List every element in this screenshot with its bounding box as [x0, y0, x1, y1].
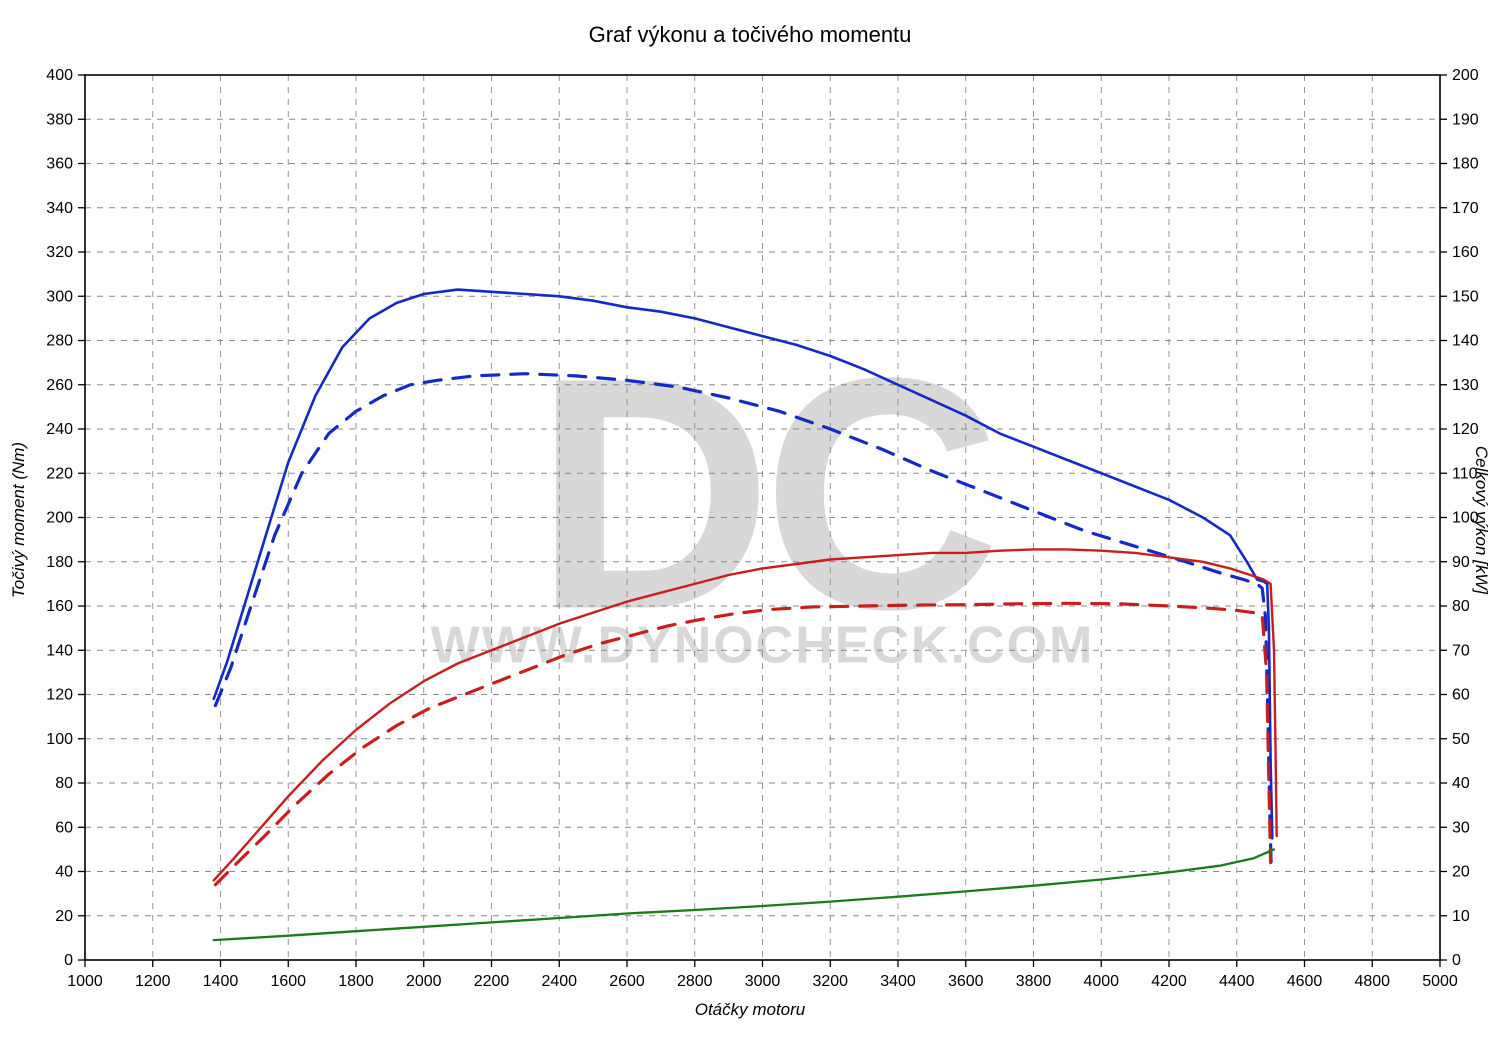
- x-tick-label: 3200: [812, 973, 848, 990]
- y-right-tick-label: 60: [1452, 687, 1470, 704]
- y-right-tick-label: 120: [1452, 421, 1479, 438]
- y-left-tick-label: 100: [46, 731, 73, 748]
- y-right-tick-label: 150: [1452, 288, 1479, 305]
- x-tick-label: 1200: [135, 973, 171, 990]
- x-tick-label: 3400: [880, 973, 916, 990]
- y-right-tick-label: 50: [1452, 731, 1470, 748]
- y-right-tick-label: 10: [1452, 908, 1470, 925]
- y-right-tick-label: 140: [1452, 333, 1479, 350]
- x-tick-label: 2400: [541, 973, 577, 990]
- y-right-tick-label: 110: [1452, 465, 1478, 482]
- y-right-tick-label: 170: [1452, 200, 1479, 217]
- y-right-tick-label: 190: [1452, 111, 1479, 128]
- y-left-tick-label: 60: [55, 819, 73, 836]
- x-tick-label: 1400: [203, 973, 239, 990]
- series-loss_curve: [214, 849, 1274, 940]
- y-right-tick-label: 70: [1452, 642, 1470, 659]
- y-left-tick-label: 140: [46, 642, 73, 659]
- x-tick-label: 5000: [1422, 973, 1458, 990]
- x-tick-label: 4000: [1083, 973, 1119, 990]
- x-tick-label: 4200: [1151, 973, 1187, 990]
- x-tick-label: 2600: [609, 973, 645, 990]
- y-right-tick-label: 100: [1452, 510, 1479, 527]
- y-left-tick-label: 40: [55, 864, 73, 881]
- x-tick-label: 2800: [677, 973, 713, 990]
- y-left-tick-label: 380: [46, 111, 73, 128]
- y-left-tick-label: 280: [46, 333, 73, 350]
- y-left-tick-label: 160: [46, 598, 73, 615]
- x-tick-label: 2200: [474, 973, 510, 990]
- x-tick-label: 4800: [1354, 973, 1390, 990]
- x-tick-label: 1600: [270, 973, 306, 990]
- y-left-tick-label: 320: [46, 244, 73, 261]
- y-right-tick-label: 80: [1452, 598, 1470, 615]
- x-tick-label: 4400: [1219, 973, 1255, 990]
- x-tick-label: 2000: [406, 973, 442, 990]
- x-tick-label: 3800: [1016, 973, 1052, 990]
- y-right-tick-label: 130: [1452, 377, 1479, 394]
- y-right-tick-label: 20: [1452, 864, 1470, 881]
- x-tick-label: 4600: [1287, 973, 1323, 990]
- y-left-tick-label: 180: [46, 554, 73, 571]
- y-left-tick-label: 200: [46, 510, 73, 527]
- y-left-tick-label: 300: [46, 288, 73, 305]
- y-left-tick-label: 120: [46, 687, 73, 704]
- y-left-tick-label: 20: [55, 908, 73, 925]
- chart-container: Graf výkonu a točivého momentu Otáčky mo…: [0, 0, 1500, 1040]
- x-tick-label: 3000: [745, 973, 781, 990]
- y-left-tick-label: 240: [46, 421, 73, 438]
- y-right-tick-label: 40: [1452, 775, 1470, 792]
- y-left-tick-label: 260: [46, 377, 73, 394]
- y-right-tick-label: 30: [1452, 819, 1470, 836]
- chart-svg: DCWWW.DYNOCHECK.COM100012001400160018002…: [0, 0, 1500, 1040]
- y-left-tick-label: 80: [55, 775, 73, 792]
- y-right-tick-label: 180: [1452, 156, 1479, 173]
- x-tick-label: 1000: [67, 973, 103, 990]
- x-tick-label: 1800: [338, 973, 374, 990]
- y-right-tick-label: 90: [1452, 554, 1470, 571]
- y-right-tick-label: 0: [1452, 952, 1461, 969]
- y-right-tick-label: 200: [1452, 67, 1479, 84]
- y-right-tick-label: 160: [1452, 244, 1479, 261]
- y-left-tick-label: 360: [46, 156, 73, 173]
- y-left-tick-label: 0: [64, 952, 73, 969]
- y-left-tick-label: 400: [46, 67, 73, 84]
- x-tick-label: 3600: [948, 973, 984, 990]
- y-left-tick-label: 340: [46, 200, 73, 217]
- y-left-tick-label: 220: [46, 465, 73, 482]
